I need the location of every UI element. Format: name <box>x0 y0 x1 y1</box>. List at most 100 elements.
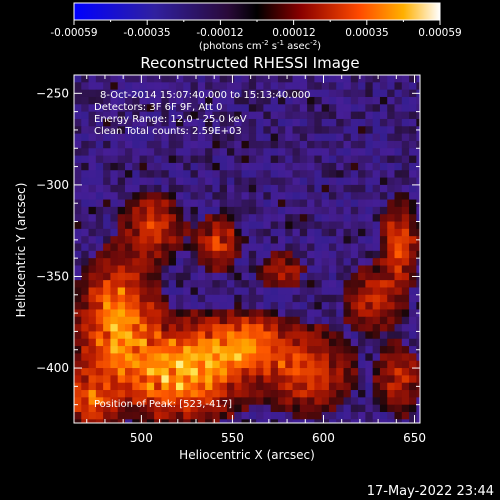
chart-title: Reconstructed RHESSI Image <box>140 54 359 72</box>
heatmap-pixel <box>146 272 155 281</box>
heatmap-pixel <box>277 375 286 384</box>
heatmap-pixel <box>132 272 140 281</box>
heatmap-pixel <box>277 258 286 266</box>
heatmap-pixel <box>343 419 352 423</box>
heatmap-pixel <box>409 382 417 391</box>
heatmap-pixel <box>321 404 330 413</box>
heatmap-pixel <box>117 82 126 91</box>
heatmap-pixel <box>205 236 213 244</box>
heatmap-pixel <box>88 309 97 318</box>
heatmap-pixel <box>416 412 420 420</box>
heatmap-pixel <box>197 404 206 413</box>
heatmap-pixel <box>350 126 359 135</box>
heatmap-pixel <box>277 162 286 171</box>
heatmap-pixel <box>197 228 206 237</box>
heatmap-pixel <box>168 199 177 208</box>
heatmap-pixel <box>307 126 315 135</box>
heatmap-pixel <box>256 155 264 164</box>
heatmap-pixel <box>88 419 97 423</box>
heatmap-pixel <box>292 162 301 171</box>
heatmap-pixel <box>124 118 133 127</box>
heatmap-pixel <box>183 397 191 406</box>
heatmap-pixel <box>307 96 315 105</box>
heatmap-pixel <box>74 104 82 113</box>
heatmap-pixel <box>146 404 155 413</box>
heatmap-pixel <box>409 214 417 222</box>
heatmap-pixel <box>416 360 420 369</box>
heatmap-pixel <box>175 89 184 98</box>
heatmap-pixel <box>270 272 279 281</box>
heatmap-pixel <box>285 162 293 171</box>
heatmap-pixel <box>74 221 82 230</box>
heatmap-pixel <box>74 133 82 142</box>
heatmap-pixel <box>292 250 301 259</box>
heatmap-pixel <box>248 192 257 200</box>
heatmap-pixel <box>263 184 272 193</box>
heatmap-pixel <box>299 104 308 113</box>
heatmap-pixel <box>168 75 177 83</box>
heatmap-pixel <box>205 412 213 420</box>
heatmap-pixel <box>212 287 221 296</box>
heatmap-pixel <box>212 368 221 376</box>
heatmap-pixel <box>154 155 162 164</box>
heatmap-pixel <box>350 309 359 318</box>
heatmap-pixel <box>336 118 344 127</box>
heatmap-pixel <box>314 287 323 296</box>
heatmap-pixel <box>139 236 148 244</box>
heatmap-pixel <box>292 206 301 215</box>
heatmap-pixel <box>124 360 133 369</box>
heatmap-pixel <box>409 390 417 398</box>
heatmap-pixel <box>81 243 89 252</box>
heatmap-pixel <box>183 250 191 259</box>
heatmap-pixel <box>146 148 155 156</box>
heatmap-pixel <box>285 82 293 91</box>
heatmap-pixel <box>88 390 97 398</box>
heatmap-pixel <box>285 258 293 266</box>
heatmap-pixel <box>328 126 337 135</box>
heatmap-pixel <box>226 192 235 200</box>
heatmap-pixel <box>88 89 97 98</box>
heatmap-pixel <box>372 250 381 259</box>
heatmap-pixel <box>248 331 257 340</box>
heatmap-pixel <box>379 126 388 135</box>
heatmap-pixel <box>307 294 315 303</box>
heatmap-pixel <box>103 236 111 244</box>
heatmap-pixel <box>270 228 279 237</box>
heatmap-pixel <box>401 375 410 384</box>
heatmap-pixel <box>343 258 352 266</box>
heatmap-pixel <box>124 228 133 237</box>
heatmap-pixel <box>197 162 206 171</box>
heatmap-pixel <box>205 126 213 135</box>
heatmap-pixel <box>292 375 301 384</box>
heatmap-pixel <box>110 155 119 164</box>
heatmap-pixel <box>124 214 133 222</box>
heatmap-pixel <box>307 324 315 332</box>
heatmap-pixel <box>328 155 337 164</box>
heatmap-pixel <box>74 412 82 420</box>
heatmap-pixel <box>321 250 330 259</box>
heatmap-pixel <box>234 397 242 406</box>
heatmap-pixel <box>190 140 199 149</box>
heatmap-pixel <box>416 243 420 252</box>
heatmap-pixel <box>197 206 206 215</box>
heatmap-pixel <box>190 221 199 230</box>
heatmap-pixel <box>175 302 184 310</box>
heatmap-pixel <box>117 346 126 354</box>
heatmap-pixel <box>416 133 420 142</box>
heatmap-pixel <box>372 148 381 156</box>
heatmap-pixel <box>336 412 344 420</box>
heatmap-pixel <box>132 324 140 332</box>
heatmap-pixel <box>103 104 111 113</box>
heatmap-pixel <box>314 126 323 135</box>
heatmap-pixel <box>161 118 170 127</box>
heatmap-pixel <box>292 272 301 281</box>
heatmap-pixel <box>394 162 403 171</box>
heatmap-pixel <box>74 265 82 274</box>
heatmap-pixel <box>372 162 381 171</box>
heatmap-pixel <box>88 294 97 303</box>
heatmap-pixel <box>248 324 257 332</box>
heatmap-pixel <box>132 302 140 310</box>
heatmap-pixel <box>81 214 89 222</box>
heatmap-pixel <box>117 302 126 310</box>
heatmap-pixel <box>401 324 410 332</box>
